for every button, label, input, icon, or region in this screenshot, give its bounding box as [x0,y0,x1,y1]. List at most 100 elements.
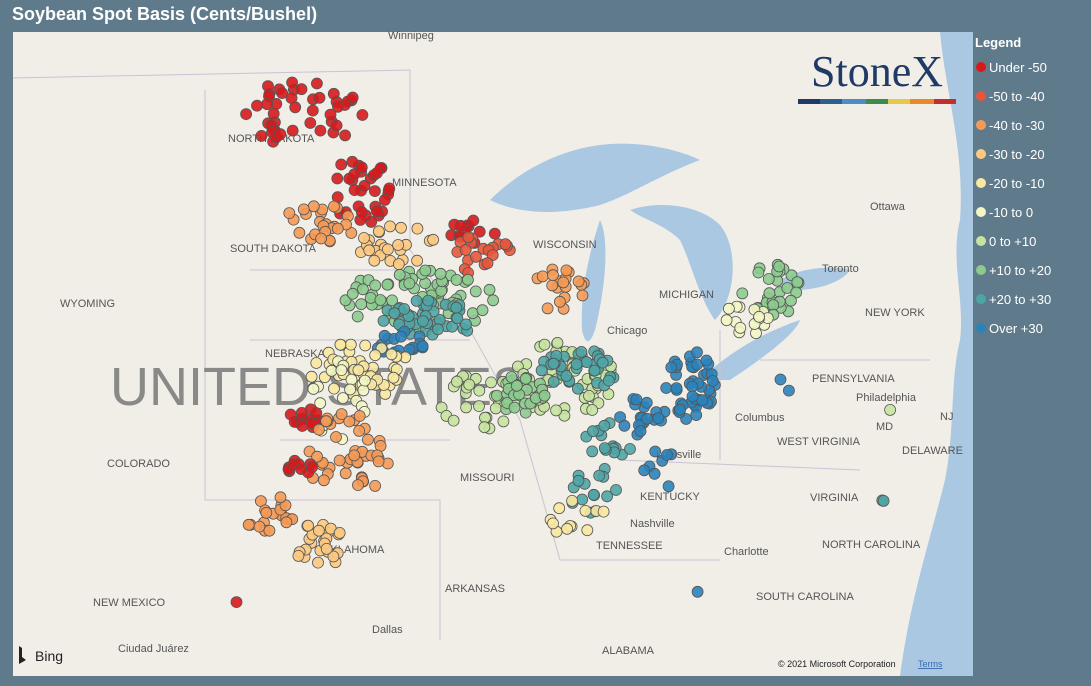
basis-dot[interactable] [630,393,643,406]
basis-dot[interactable] [335,158,348,171]
basis-dot[interactable] [345,373,358,386]
basis-dot[interactable] [356,283,369,296]
basis-dot[interactable] [348,184,361,197]
basis-dot[interactable] [783,384,795,397]
basis-dot[interactable] [311,450,324,463]
basis-dot[interactable] [451,312,464,325]
basis-dot[interactable] [601,490,613,503]
basis-dot[interactable] [519,372,532,385]
basis-dot[interactable] [314,124,327,137]
basis-dot[interactable] [348,449,361,462]
basis-dot[interactable] [330,431,342,443]
basis-dot[interactable] [381,243,394,256]
basis-dot[interactable] [384,220,396,233]
basis-dot[interactable] [661,449,673,461]
basis-dot[interactable] [736,287,749,300]
basis-dot[interactable] [411,222,424,235]
basis-dot[interactable] [541,302,554,315]
basis-dot[interactable] [463,378,476,391]
basis-dot[interactable] [411,254,424,267]
basis-dot[interactable] [690,409,703,422]
basis-dot[interactable] [310,77,323,90]
basis-dot[interactable] [588,364,601,377]
basis-dot[interactable] [598,442,611,455]
basis-dot[interactable] [383,182,396,195]
basis-dot[interactable] [641,412,653,425]
basis-dot[interactable] [785,294,797,307]
basis-dot[interactable] [461,273,474,286]
basis-dot[interactable] [547,375,560,388]
basis-dot[interactable] [310,407,323,420]
basis-dot[interactable] [497,415,510,428]
basis-dot[interactable] [352,479,364,492]
basis-dot[interactable] [315,232,328,245]
terms-link[interactable]: Terms [918,659,943,669]
basis-dot[interactable] [561,522,573,535]
basis-dot[interactable] [648,467,661,480]
basis-dot[interactable] [576,493,589,506]
basis-dot[interactable] [488,227,501,240]
basis-dot[interactable] [652,412,665,425]
basis-dot[interactable] [581,524,594,537]
basis-dot[interactable] [618,419,631,432]
basis-dot[interactable] [330,119,343,132]
basis-dot[interactable] [572,275,585,288]
basis-dot[interactable] [364,291,377,304]
basis-dot[interactable] [790,286,803,299]
basis-dot[interactable] [370,205,383,218]
basis-dot[interactable] [554,295,566,308]
basis-dot[interactable] [481,257,494,270]
basis-dot[interactable] [469,285,482,298]
basis-dot[interactable] [610,484,622,496]
basis-dot[interactable] [331,222,344,235]
basis-dot[interactable] [331,172,344,185]
basis-dot[interactable] [327,87,340,100]
basis-dot[interactable] [359,339,372,352]
basis-dot[interactable] [285,92,298,104]
basis-dot[interactable] [558,409,571,422]
basis-dot[interactable] [280,516,293,529]
basis-dot[interactable] [547,269,559,282]
basis-dot[interactable] [691,346,703,359]
basis-dot[interactable] [538,338,551,351]
basis-dot[interactable] [450,375,463,388]
basis-dot[interactable] [358,179,371,192]
basis-dot[interactable] [560,370,573,382]
basis-dot[interactable] [753,310,765,323]
basis-dot[interactable] [255,129,268,142]
basis-dot[interactable] [576,289,589,302]
basis-dot[interactable] [392,239,405,251]
basis-dot[interactable] [435,284,448,297]
basis-dot[interactable] [762,273,775,285]
basis-dot[interactable] [328,200,340,213]
basis-dot[interactable] [686,380,699,393]
basis-dot[interactable] [575,345,588,358]
basis-dot[interactable] [369,349,382,362]
basis-dot[interactable] [320,415,333,428]
basis-dot[interactable] [550,404,562,417]
basis-dot[interactable] [295,83,308,96]
basis-dot[interactable] [579,504,592,517]
basis-dot[interactable] [296,420,309,432]
basis-dot[interactable] [469,250,482,263]
basis-dot[interactable] [640,396,653,409]
basis-dot[interactable] [286,76,299,89]
basis-dot[interactable] [460,401,473,414]
basis-dot[interactable] [332,100,344,113]
basis-dot[interactable] [478,421,491,434]
basis-dot[interactable] [460,318,472,331]
basis-dot[interactable] [372,455,385,468]
basis-dot[interactable] [242,518,255,531]
basis-dot[interactable] [344,383,357,396]
basis-dot[interactable] [538,389,551,402]
basis-dot[interactable] [276,87,289,99]
basis-dot[interactable] [473,400,485,413]
basis-dot[interactable] [361,433,374,446]
basis-dot[interactable] [583,389,595,402]
basis-dot[interactable] [283,207,296,220]
basis-dot[interactable] [419,264,432,277]
basis-dot[interactable] [763,287,776,300]
basis-dot[interactable] [467,214,480,227]
basis-dot[interactable] [230,596,243,608]
basis-dot[interactable] [593,469,606,482]
